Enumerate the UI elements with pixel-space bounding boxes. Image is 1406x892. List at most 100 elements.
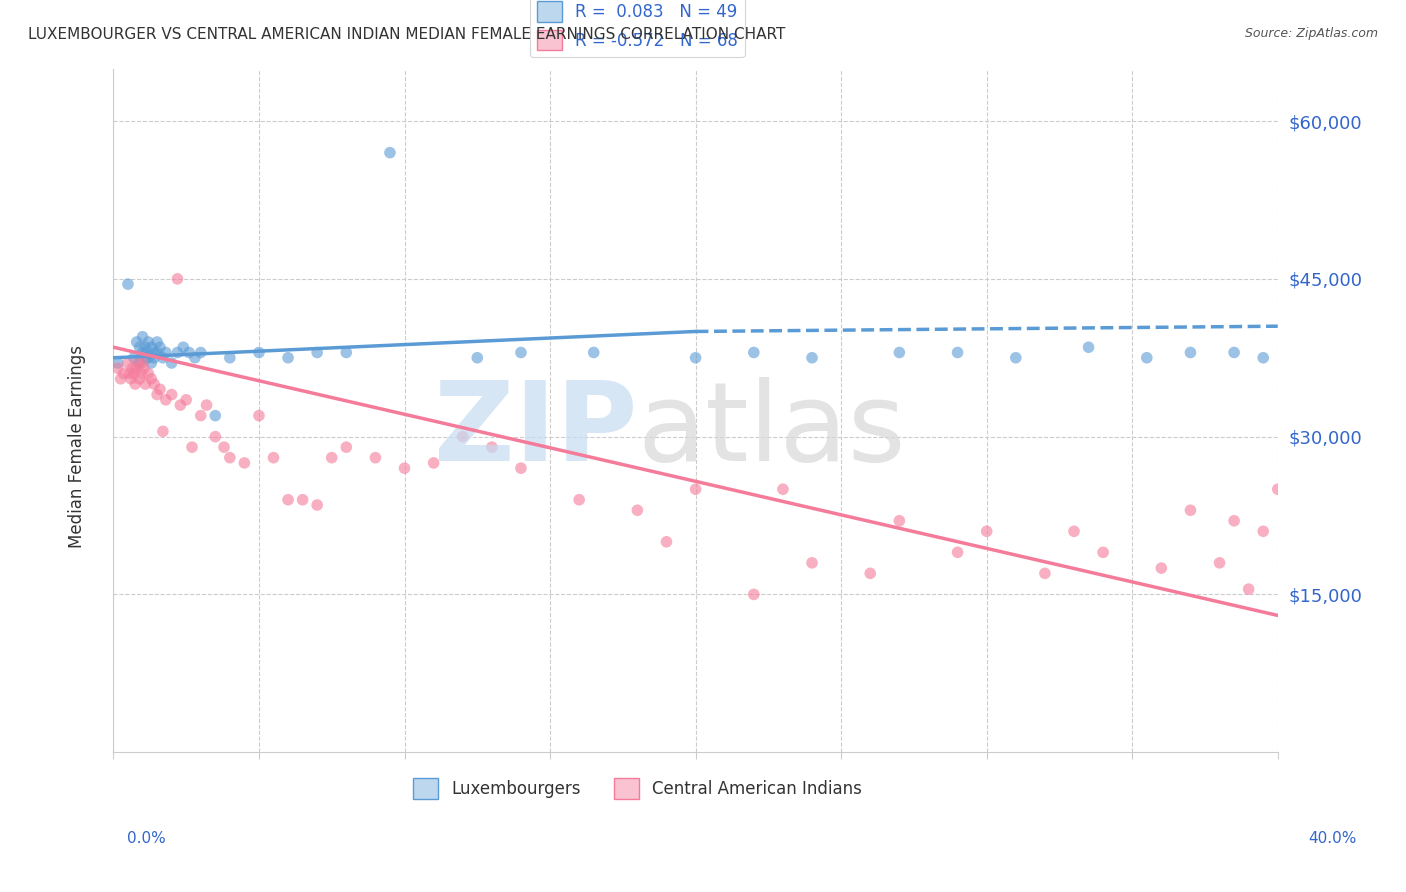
Point xyxy=(125,361,148,376)
Point xyxy=(141,356,163,370)
Point xyxy=(149,340,172,354)
Point xyxy=(859,566,882,581)
Point xyxy=(1251,524,1274,539)
Point xyxy=(149,382,172,396)
Text: 0.0%: 0.0% xyxy=(127,831,166,846)
Point xyxy=(277,351,299,365)
Point xyxy=(134,377,156,392)
Point xyxy=(422,456,444,470)
Point xyxy=(131,329,153,343)
Point xyxy=(160,356,183,370)
Point xyxy=(742,345,765,359)
Point xyxy=(138,351,160,365)
Point xyxy=(889,345,911,359)
Point xyxy=(335,345,357,359)
Point xyxy=(247,409,270,423)
Point xyxy=(117,356,139,370)
Point xyxy=(218,450,240,465)
Point xyxy=(107,356,129,370)
Point xyxy=(166,272,188,286)
Point xyxy=(568,492,591,507)
Point xyxy=(107,361,129,376)
Point xyxy=(122,351,145,365)
Point xyxy=(131,345,153,359)
Point xyxy=(946,545,969,559)
Text: ZIP: ZIP xyxy=(434,377,637,484)
Point xyxy=(218,351,240,365)
Point xyxy=(120,372,142,386)
Point xyxy=(451,429,474,443)
Point xyxy=(112,367,135,381)
Point xyxy=(582,345,605,359)
Point xyxy=(510,461,533,475)
Point xyxy=(135,345,157,359)
Point xyxy=(335,440,357,454)
Point xyxy=(204,429,226,443)
Point xyxy=(481,440,503,454)
Point xyxy=(394,461,416,475)
Point xyxy=(1251,351,1274,365)
Point xyxy=(233,456,256,470)
Point xyxy=(143,351,166,365)
Point xyxy=(1077,340,1099,354)
Point xyxy=(124,377,146,392)
Point xyxy=(128,372,150,386)
Point xyxy=(146,345,169,359)
Point xyxy=(307,345,329,359)
Point xyxy=(155,345,177,359)
Point xyxy=(465,351,488,365)
Point xyxy=(1033,566,1056,581)
Point xyxy=(1223,345,1246,359)
Text: atlas: atlas xyxy=(637,377,905,484)
Point xyxy=(181,440,204,454)
Point xyxy=(117,277,139,292)
Text: Median Female Earnings: Median Female Earnings xyxy=(69,344,86,548)
Point xyxy=(190,345,212,359)
Point xyxy=(184,351,207,365)
Point xyxy=(247,345,270,359)
Point xyxy=(212,440,235,454)
Point xyxy=(889,514,911,528)
Point xyxy=(146,387,169,401)
Point xyxy=(195,398,218,412)
Point xyxy=(946,345,969,359)
Point xyxy=(1180,503,1202,517)
Point xyxy=(1136,351,1159,365)
Point xyxy=(277,492,299,507)
Point xyxy=(1063,524,1085,539)
Point xyxy=(127,356,149,370)
Point xyxy=(1150,561,1173,575)
Point xyxy=(742,587,765,601)
Point xyxy=(143,377,166,392)
Point xyxy=(166,345,188,359)
Point xyxy=(174,392,197,407)
Point xyxy=(364,450,387,465)
Point xyxy=(128,356,150,370)
Point xyxy=(118,367,141,381)
Point xyxy=(321,450,343,465)
Point xyxy=(976,524,998,539)
Point xyxy=(1092,545,1115,559)
Point xyxy=(132,361,155,376)
Point xyxy=(772,482,794,496)
Point xyxy=(510,345,533,359)
Point xyxy=(626,503,648,517)
Legend: Luxembourgers, Central American Indians: Luxembourgers, Central American Indians xyxy=(406,772,869,805)
Point xyxy=(152,425,174,439)
Point xyxy=(138,367,160,381)
Point xyxy=(134,340,156,354)
Point xyxy=(801,351,824,365)
Point xyxy=(1004,351,1026,365)
Point xyxy=(378,145,401,160)
Point xyxy=(1223,514,1246,528)
Point xyxy=(307,498,329,512)
Point xyxy=(1237,582,1260,596)
Point xyxy=(110,372,132,386)
Point xyxy=(685,351,707,365)
Point xyxy=(141,340,163,354)
Point xyxy=(169,398,191,412)
Point xyxy=(685,482,707,496)
Point xyxy=(263,450,285,465)
Point xyxy=(138,334,160,349)
Point xyxy=(1208,556,1230,570)
